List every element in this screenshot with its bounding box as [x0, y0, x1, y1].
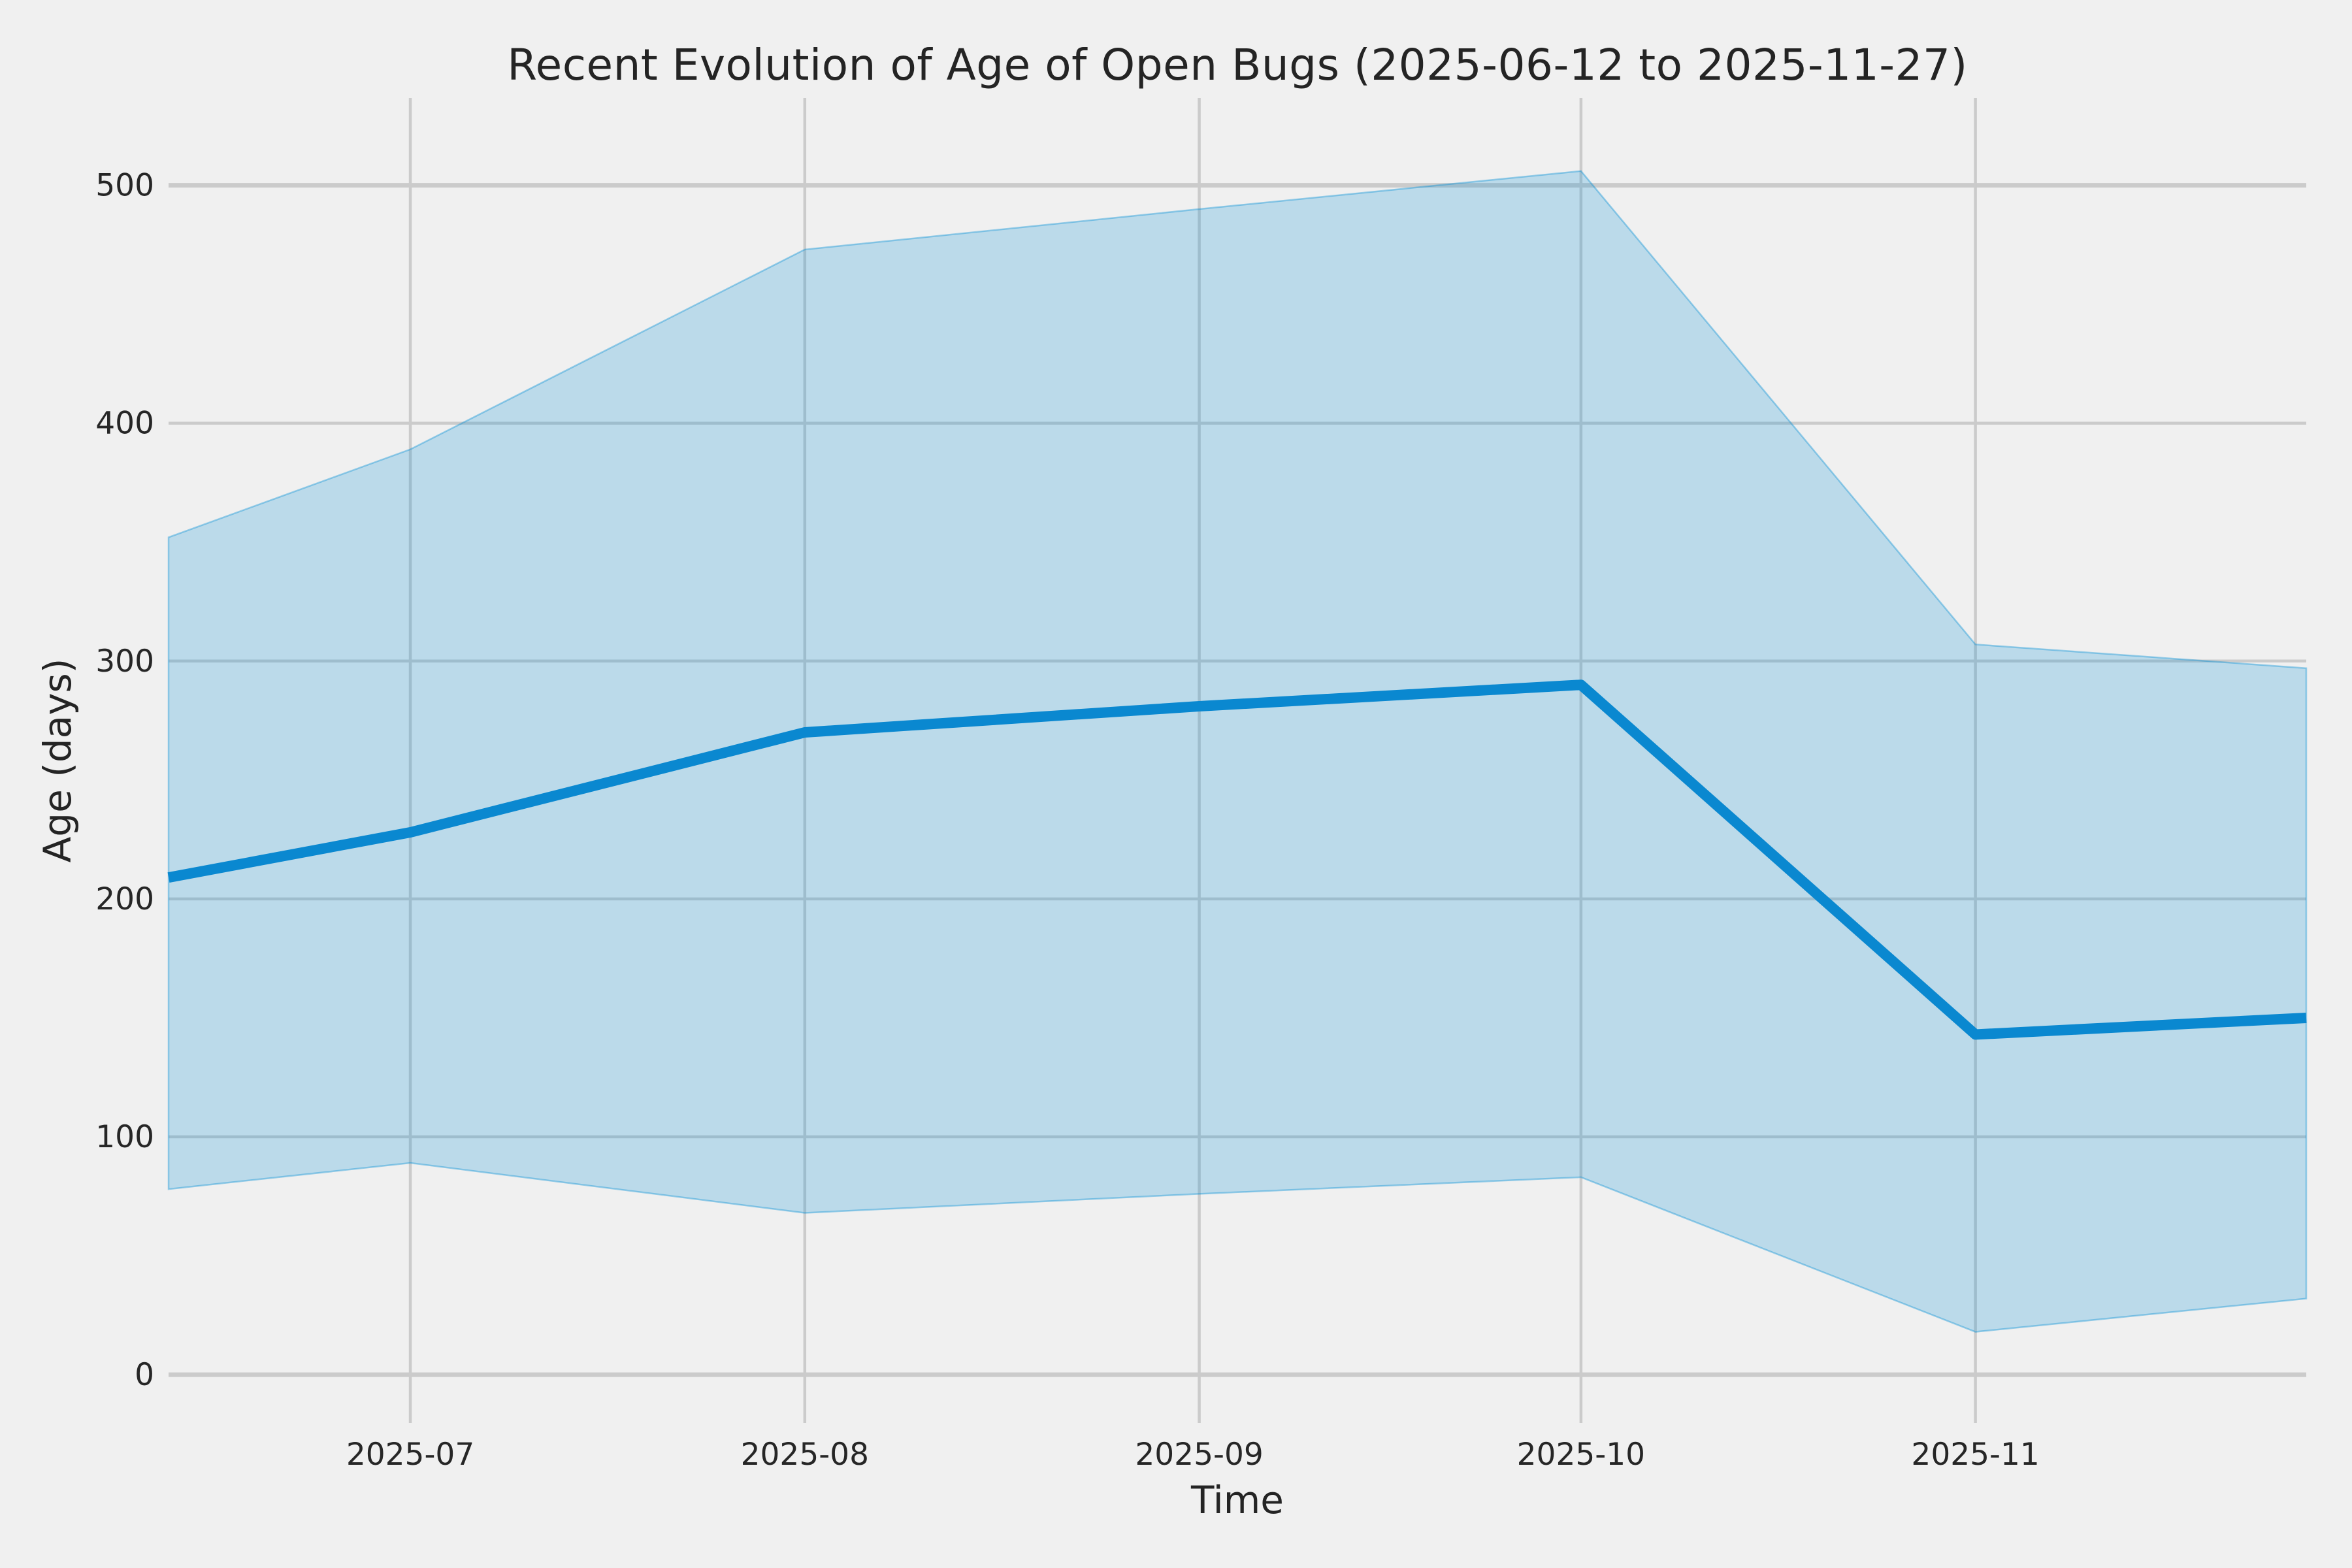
x-tick-label: 2025-11: [1911, 1437, 2039, 1473]
y-tick-label: 300: [95, 644, 154, 679]
y-axis-label: Age (days): [35, 658, 80, 863]
y-tick-label: 400: [95, 406, 154, 442]
x-tick-label: 2025-07: [346, 1437, 474, 1473]
y-tick-label: 0: [135, 1357, 154, 1393]
y-tick-label: 500: [95, 168, 154, 204]
x-axis-label: Time: [1191, 1478, 1284, 1522]
chart-title: Recent Evolution of Age of Open Bugs (20…: [507, 40, 1968, 90]
y-tick-label: 200: [95, 881, 154, 917]
x-tick-label: 2025-09: [1135, 1437, 1263, 1473]
x-tick-label: 2025-10: [1517, 1437, 1645, 1473]
x-tick-label: 2025-08: [741, 1437, 869, 1473]
y-tick-label: 100: [95, 1119, 154, 1155]
median-age-line: [167, 679, 2307, 1040]
confidence-band: [167, 170, 2308, 1333]
